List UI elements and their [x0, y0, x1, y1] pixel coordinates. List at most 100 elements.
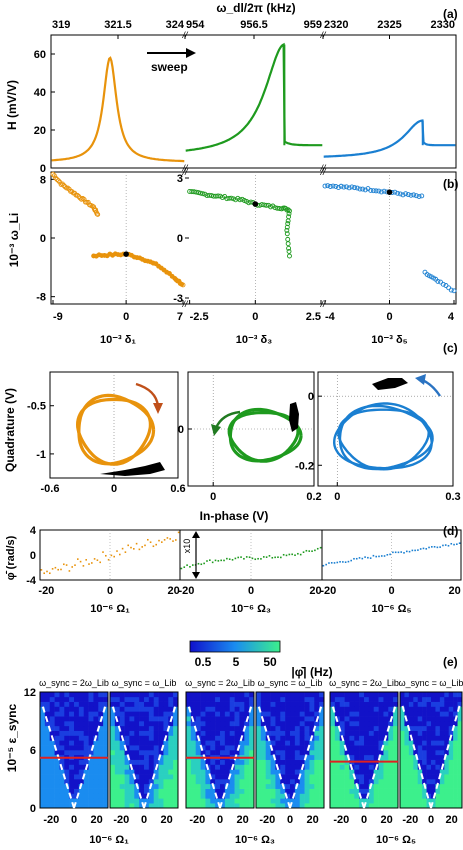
panel-e-cell-3-6-8: [294, 774, 301, 780]
panel-e-cell-1-15-2: [119, 730, 125, 736]
panel-e-cell-4-8-7: [364, 764, 370, 770]
panel-e-cell-4-8-2: [339, 764, 345, 770]
panel-e-cell-2-8-10: [234, 764, 240, 770]
panel-e-cell-0-2-10: [88, 793, 94, 799]
panel-b-point-1-6-4: [274, 205, 280, 211]
panel-e-cell-3-18-6: [285, 716, 291, 722]
panel-a-break-bot-1: //: [181, 163, 189, 173]
panel-e-cell-0-8-13: [103, 764, 109, 770]
panel-e-cell-1-20-10: [158, 706, 164, 712]
panel-e-xlabel-2: 10⁻⁶ Ω₅: [376, 834, 416, 846]
panel-e-cell-4-23-0: [330, 692, 336, 698]
panel-e-cell-4-10-3: [344, 754, 350, 760]
panel-e-xtick-1-0: -20: [113, 814, 129, 826]
panel-e-cell-4-17-4: [349, 721, 355, 727]
panel-b-point-2-3-0: [370, 188, 376, 194]
panel-e-cell-1-17-2: [119, 721, 125, 727]
panel-e-cell-1-17-6: [139, 721, 145, 727]
panel-e-cell-1-17-0: [110, 721, 116, 727]
panel-e-cell-3-17-12: [314, 721, 320, 727]
panel-e-cell-5-7-12: [453, 769, 458, 775]
panel-e-cell-3-14-5: [280, 735, 286, 741]
panel-e-cell-0-0-0: [40, 803, 46, 809]
panel-d-point-0-8: [63, 563, 65, 566]
panel-e-cell-1-5-7: [144, 779, 150, 785]
panel-e-cell-1-20-8: [148, 706, 155, 712]
panel-e-cell-5-15-1: [404, 730, 410, 736]
panel-e-cell-5-6-0: [400, 774, 405, 780]
panel-e-cell-0-18-10: [88, 716, 94, 722]
panel-e-cell-0-12-1: [44, 745, 51, 751]
panel-b-ytick-0-1: 0: [40, 233, 46, 245]
panel-e-cell-3-22-10: [304, 696, 310, 702]
panel-e-cell-5-17-13: [457, 721, 463, 727]
panel-e-cell-3-1-11: [309, 798, 315, 804]
panel-e-cell-4-14-5: [354, 735, 360, 741]
panel-e-cell-0-23-12: [98, 692, 104, 698]
panel-e-cell-5-5-8: [435, 779, 441, 785]
panel-e-cell-5-16-9: [439, 725, 445, 731]
panel-d-ytick-2: -4: [26, 575, 37, 587]
panel-b-ytick-0-0: 8: [40, 174, 46, 186]
panel-e-cell-2-20-11: [239, 706, 245, 712]
panel-d-point-1-30: [265, 556, 268, 558]
panel-e-cell-0-17-9: [83, 721, 89, 727]
panel-e-cell-1-1-11: [163, 798, 169, 804]
panel-e-cell-1-22-5: [134, 696, 140, 702]
panel-e-cell-4-22-0: [330, 696, 336, 702]
panel-e-cell-4-0-11: [383, 803, 389, 809]
panel-e-cell-0-6-2: [49, 774, 55, 780]
panel-e-cell-4-8-0: [330, 764, 336, 770]
panel-e-cell-3-13-11: [309, 740, 315, 746]
panel-e-cell-1-17-9: [153, 721, 159, 727]
panel-e-cell-1-16-9: [153, 725, 159, 731]
panel-e-cell-3-20-10: [304, 706, 310, 712]
panel-e-cell-3-1-13: [319, 798, 325, 804]
panel-e-cell-3-16-3: [270, 725, 276, 731]
panel-e-cell-1-6-12: [168, 774, 174, 780]
panel-e-cell-1-5-1: [114, 779, 121, 785]
panel-e-cell-4-15-12: [388, 730, 394, 736]
panel-e-cell-4-10-4: [349, 754, 355, 760]
panel-e-cell-3-2-3: [270, 793, 276, 799]
panel-d-point-1-39: [291, 553, 293, 556]
panel-e-cell-5-2-3: [413, 793, 419, 799]
panel-e-cell-5-5-10: [444, 779, 450, 785]
panel-e-cell-3-14-7: [290, 735, 296, 741]
panel-e-cell-3-4-4: [275, 783, 281, 789]
panel-e-cell-4-4-7: [364, 783, 370, 789]
panel-e-cell-5-8-7: [431, 764, 436, 770]
panel-e-cell-0-6-11: [93, 774, 99, 780]
panel-e-cell-5-17-6: [426, 721, 432, 727]
panel-e-cell-1-17-3: [124, 721, 130, 727]
panel-e-cell-4-17-5: [354, 721, 360, 727]
panel-e-cell-4-3-0: [330, 788, 336, 794]
panel-e-cell-3-10-3: [270, 754, 276, 760]
panel-e-cell-2-22-2: [195, 696, 201, 702]
panel-e-cell-2-21-0: [186, 701, 192, 707]
panel-e-cell-2-17-8: [224, 721, 231, 727]
panel-e-cell-1-21-7: [144, 701, 150, 707]
panel-e-cell-2-1-6: [215, 798, 221, 804]
panel-e-cell-4-20-8: [368, 706, 375, 712]
panel-e-cell-4-20-6: [359, 706, 365, 712]
panel-e-cell-2-0-10: [234, 803, 240, 809]
panel-e-cell-0-21-0: [40, 701, 46, 707]
panel-e-cell-2-21-5: [210, 701, 216, 707]
panel-e-cell-0-1-6: [69, 798, 75, 804]
panel-e-cell-1-23-7: [144, 692, 150, 698]
panel-e-cell-2-15-8: [224, 730, 231, 736]
panel-e-cell-4-14-3: [344, 735, 350, 741]
panel-e-cell-3-9-11: [309, 759, 315, 765]
panel-e-cell-1-20-12: [168, 706, 174, 712]
panel-e-cell-1-19-2: [119, 711, 125, 717]
panel-e-cell-1-9-7: [144, 759, 150, 765]
panel-e-cell-5-18-7: [431, 716, 436, 722]
panel-e-cell-5-23-11: [448, 692, 454, 698]
panel-d-ylabel: φ̄̇ (rad/s): [5, 535, 17, 580]
panel-e-vleft-3: [257, 703, 291, 809]
panel-e-cell-0-14-13: [103, 735, 109, 741]
panel-e-cell-3-8-1: [260, 764, 267, 770]
panel-d-point-2-1: [325, 563, 327, 566]
panel-e-cell-5-14-0: [400, 735, 405, 741]
